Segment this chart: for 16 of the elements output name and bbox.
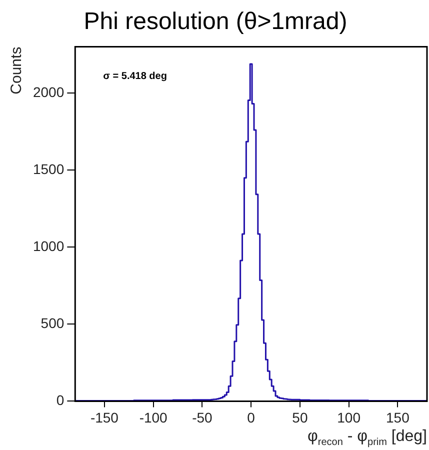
x-tick-label: -150 bbox=[90, 409, 119, 426]
y-tick-label: 0 bbox=[56, 392, 64, 408]
y-tick-label: 2000 bbox=[32, 84, 64, 100]
annotation: σ = 5.418 deg bbox=[103, 70, 167, 82]
x-axis-title: φ$_{recon}$ - φ$_{prim}$ [deg] bbox=[308, 428, 427, 448]
y-axis-title: Counts bbox=[8, 46, 26, 94]
x-tick-label: -100 bbox=[139, 409, 168, 426]
chart-title: Phi resolution (θ>1mrad) bbox=[84, 8, 348, 36]
x-tick-label: 50 bbox=[292, 409, 308, 426]
x-tick-label: 100 bbox=[337, 409, 361, 426]
x-tick-label: 0 bbox=[247, 409, 256, 426]
y-tick-label: 500 bbox=[40, 315, 64, 332]
x-tick-label: 150 bbox=[386, 409, 410, 426]
y-tick-label: 1000 bbox=[32, 238, 64, 254]
x-tick-label: -50 bbox=[192, 409, 213, 426]
y-tick-label: 1500 bbox=[32, 160, 64, 177]
